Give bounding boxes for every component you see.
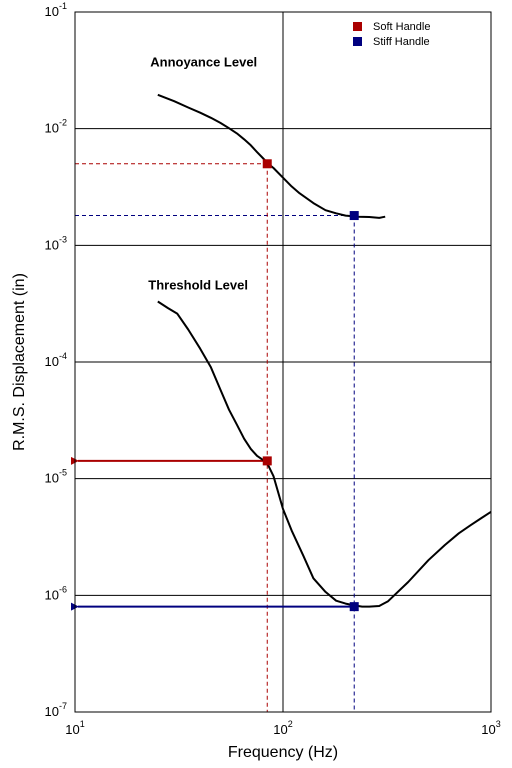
y-tick-label: 10-1: [45, 1, 67, 19]
soft-handle-marker: [262, 159, 272, 169]
soft-handle-marker: [262, 456, 272, 466]
markers-layer: [262, 159, 359, 612]
y-tick-label: 10-6: [45, 584, 67, 602]
y-tick-label: 10-2: [45, 118, 67, 136]
y-tick-label: 10-3: [45, 234, 67, 252]
soft-handle-legend-label: Soft Handle: [373, 21, 430, 33]
annoyance-level-curve: [157, 93, 386, 219]
tick-labels: 101 102 103 10-1 10-2 10-3 10-4 10-5 10-6 10-7: [45, 1, 501, 737]
stiff-handle-marker: [349, 602, 359, 612]
stiff-handle-marker: [349, 211, 359, 221]
y-axis-title: R.M.S. Displacement (in): [11, 273, 28, 451]
plot-frame: [74, 11, 492, 713]
annoyance-level-label: Annoyance Level: [150, 55, 257, 70]
stiff-handle-legend-swatch: [353, 37, 362, 46]
series-layer: [157, 93, 491, 608]
grid-layer: [75, 12, 491, 712]
x-tick-label: 101: [65, 719, 84, 737]
x-tick-label: 102: [273, 719, 292, 737]
x-tick-label: 103: [481, 719, 500, 737]
reference-lines: [71, 163, 355, 712]
y-tick-label: 10-5: [45, 468, 67, 486]
threshold-level-curve: [157, 300, 491, 608]
annotations: Annoyance Level Threshold Level: [148, 55, 257, 293]
soft-handle-legend-swatch: [353, 22, 362, 31]
legend: Soft Handle Stiff Handle: [353, 21, 430, 48]
threshold-level-label: Threshold Level: [148, 277, 248, 292]
y-tick-label: 10-4: [45, 351, 67, 369]
y-tick-label: 10-7: [45, 701, 67, 719]
stiff-handle-legend-label: Stiff Handle: [373, 36, 430, 48]
x-axis-title: Frequency (Hz): [228, 744, 338, 761]
